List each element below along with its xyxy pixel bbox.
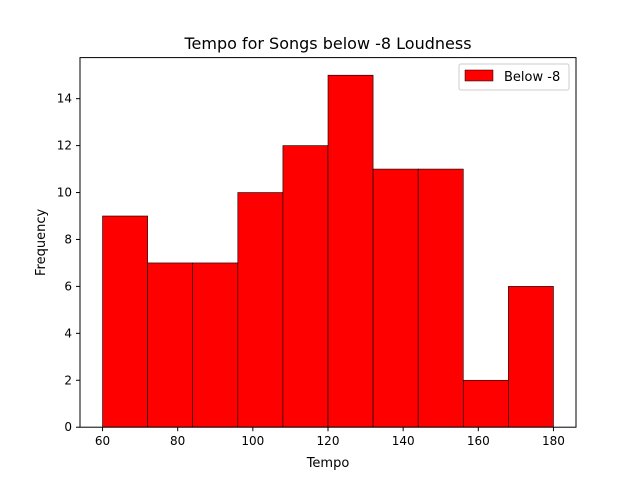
x-tick-label: 180 (542, 434, 565, 448)
histogram-bar (147, 262, 194, 428)
histogram-bar (282, 145, 329, 428)
y-axis-ticks: 0 2 4 6 8 10 12 14 (57, 92, 80, 434)
y-tick-label: 14 (57, 92, 72, 106)
x-axis-label: Tempo (306, 456, 350, 471)
x-tick-label: 160 (467, 434, 490, 448)
x-tick-label: 60 (95, 434, 110, 448)
x-tick-label: 80 (170, 434, 185, 448)
legend-label: Below -8 (504, 70, 560, 85)
y-tick-label: 8 (64, 232, 72, 246)
y-tick-label: 2 (64, 373, 72, 387)
x-tick-label: 100 (241, 434, 264, 448)
histogram-bar (462, 379, 509, 428)
legend-swatch (464, 69, 494, 82)
histogram-bar (417, 168, 464, 428)
x-tick-label: 140 (392, 434, 415, 448)
chart-title: Tempo for Songs below -8 Loudness (183, 34, 471, 53)
x-tick-label: 120 (317, 434, 340, 448)
bars-group (102, 74, 554, 428)
y-tick-label: 4 (64, 326, 72, 340)
legend: Below -8 (458, 63, 570, 91)
y-tick-label: 12 (57, 139, 72, 153)
histogram-bar (192, 262, 239, 428)
y-tick-label: 10 (57, 186, 72, 200)
y-tick-label: 6 (64, 279, 72, 293)
y-tick-label: 0 (64, 420, 72, 434)
histogram-bar (508, 286, 554, 428)
histogram-bar (237, 192, 284, 428)
x-axis-ticks: 60 80 100 120 140 160 180 (95, 427, 565, 448)
histogram-bar (327, 74, 374, 428)
histogram-bar (372, 168, 419, 428)
histogram-bar (102, 215, 148, 428)
y-axis-label: Frequency (34, 209, 49, 276)
